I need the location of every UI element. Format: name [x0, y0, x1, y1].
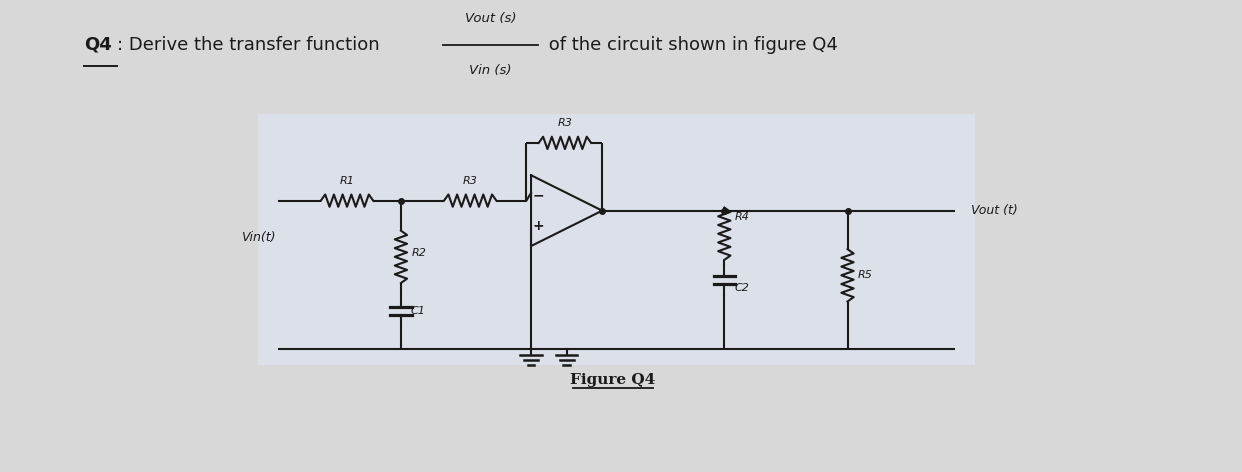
Text: Figure Q4: Figure Q4 [570, 373, 656, 387]
Text: C1: C1 [411, 306, 426, 316]
Text: Q4: Q4 [84, 36, 112, 54]
Text: R3: R3 [463, 176, 478, 186]
Text: R1: R1 [339, 176, 354, 186]
Text: Vin (s): Vin (s) [469, 64, 512, 77]
Text: R3: R3 [558, 118, 573, 128]
Text: of the circuit shown in figure Q4: of the circuit shown in figure Q4 [543, 36, 837, 54]
Text: Vout (t): Vout (t) [971, 204, 1017, 217]
Text: R4: R4 [735, 212, 750, 222]
Text: Vin(t): Vin(t) [241, 231, 276, 244]
Text: Vout (s): Vout (s) [465, 12, 517, 25]
FancyBboxPatch shape [258, 114, 975, 365]
Text: C2: C2 [734, 283, 749, 293]
Text: : Derive the transfer function: : Derive the transfer function [117, 36, 385, 54]
Text: R5: R5 [857, 270, 872, 280]
Text: +: + [533, 219, 544, 233]
Text: −: − [533, 188, 544, 202]
Text: R2: R2 [411, 248, 426, 258]
